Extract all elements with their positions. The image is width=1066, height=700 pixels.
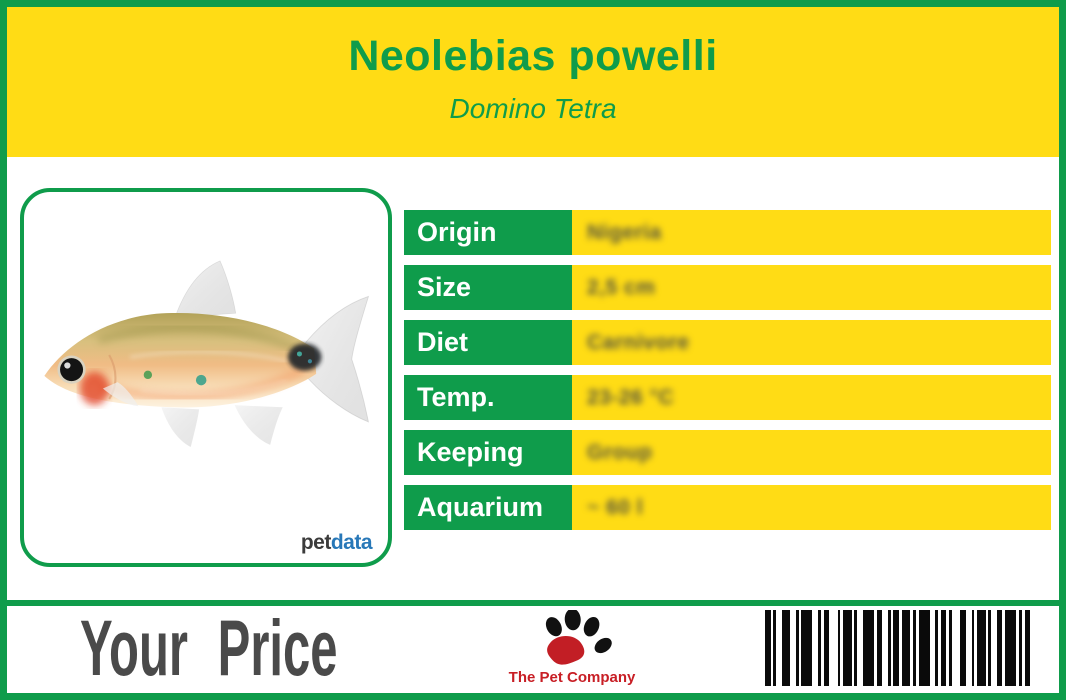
barcode-bar bbox=[781, 610, 791, 686]
row-value: 23-26 °C bbox=[572, 375, 1051, 420]
table-row-diet: Diet Carnivore bbox=[404, 320, 1051, 365]
footer: Your Price The Pet Company bbox=[7, 603, 1059, 693]
petdata-watermark: petdata bbox=[300, 531, 373, 555]
barcode-bar bbox=[977, 610, 986, 686]
row-value: ~ 60 l bbox=[572, 485, 1051, 530]
barcode-bar bbox=[795, 610, 799, 686]
table-row-temp: Temp. 23-26 °C bbox=[404, 375, 1051, 420]
row-value: 2,5 cm bbox=[572, 265, 1051, 310]
barcode-bar bbox=[960, 610, 967, 686]
barcode-bar bbox=[876, 610, 883, 686]
pet-company-logo: The Pet Company bbox=[507, 608, 637, 686]
barcode-gap bbox=[952, 610, 960, 686]
barcode-bar bbox=[1005, 610, 1017, 686]
row-label: Keeping bbox=[404, 430, 572, 475]
row-value: Nigeria bbox=[572, 210, 1051, 255]
species-title: Neolebias powelli bbox=[348, 32, 718, 80]
price-label: Your Price bbox=[80, 603, 338, 692]
fish-photo-frame: petdata bbox=[20, 188, 392, 567]
barcode-bar bbox=[971, 610, 975, 686]
table-row-keeping: Keeping Group bbox=[404, 430, 1051, 475]
barcode-bar bbox=[765, 610, 771, 686]
barcode-bar bbox=[818, 610, 821, 686]
fish-image bbox=[44, 260, 370, 447]
barcode-bar bbox=[843, 610, 852, 686]
barcode-bar bbox=[893, 610, 899, 686]
barcode-bar bbox=[823, 610, 830, 686]
barcode-bar bbox=[935, 610, 939, 686]
barcode-bar bbox=[854, 610, 858, 686]
row-label: Size bbox=[404, 265, 572, 310]
barcode-bar bbox=[773, 610, 777, 686]
table-row-origin: Origin Nigeria bbox=[404, 210, 1051, 255]
barcode-bar bbox=[988, 610, 992, 686]
petdata-data-text: data bbox=[330, 531, 373, 554]
row-label: Aquarium bbox=[404, 485, 572, 530]
barcode-bar bbox=[1019, 610, 1022, 686]
barcode bbox=[765, 610, 1031, 686]
paw-icon bbox=[545, 610, 612, 665]
row-label: Temp. bbox=[404, 375, 572, 420]
barcode-bar bbox=[862, 610, 874, 686]
barcode-bar bbox=[901, 610, 911, 686]
petdata-pet-text: pet bbox=[300, 531, 332, 554]
table-row-size: Size 2,5 cm bbox=[404, 265, 1051, 310]
barcode-bar bbox=[949, 610, 953, 686]
barcode-gap bbox=[829, 610, 837, 686]
table-row-aquarium: Aquarium ~ 60 l bbox=[404, 485, 1051, 530]
company-name: The Pet Company bbox=[508, 669, 636, 686]
barcode-bar bbox=[801, 610, 813, 686]
info-table: Origin Nigeria Size 2,5 cm Diet Carnivor… bbox=[404, 210, 1051, 530]
barcode-bar bbox=[940, 610, 947, 686]
barcode-bar bbox=[887, 610, 891, 686]
row-value: Group bbox=[572, 430, 1051, 475]
row-label: Origin bbox=[404, 210, 572, 255]
common-name: Domino Tetra bbox=[449, 92, 617, 124]
header: Neolebias powelli Domino Tetra bbox=[7, 7, 1059, 157]
barcode-bar bbox=[1024, 610, 1031, 686]
barcode-bar bbox=[996, 610, 1003, 686]
barcode-bar bbox=[918, 610, 930, 686]
footer-separator bbox=[0, 600, 1066, 606]
row-value: Carnivore bbox=[572, 320, 1051, 365]
row-label: Diet bbox=[404, 320, 572, 365]
barcode-bar bbox=[912, 610, 916, 686]
barcode-bar bbox=[837, 610, 841, 686]
